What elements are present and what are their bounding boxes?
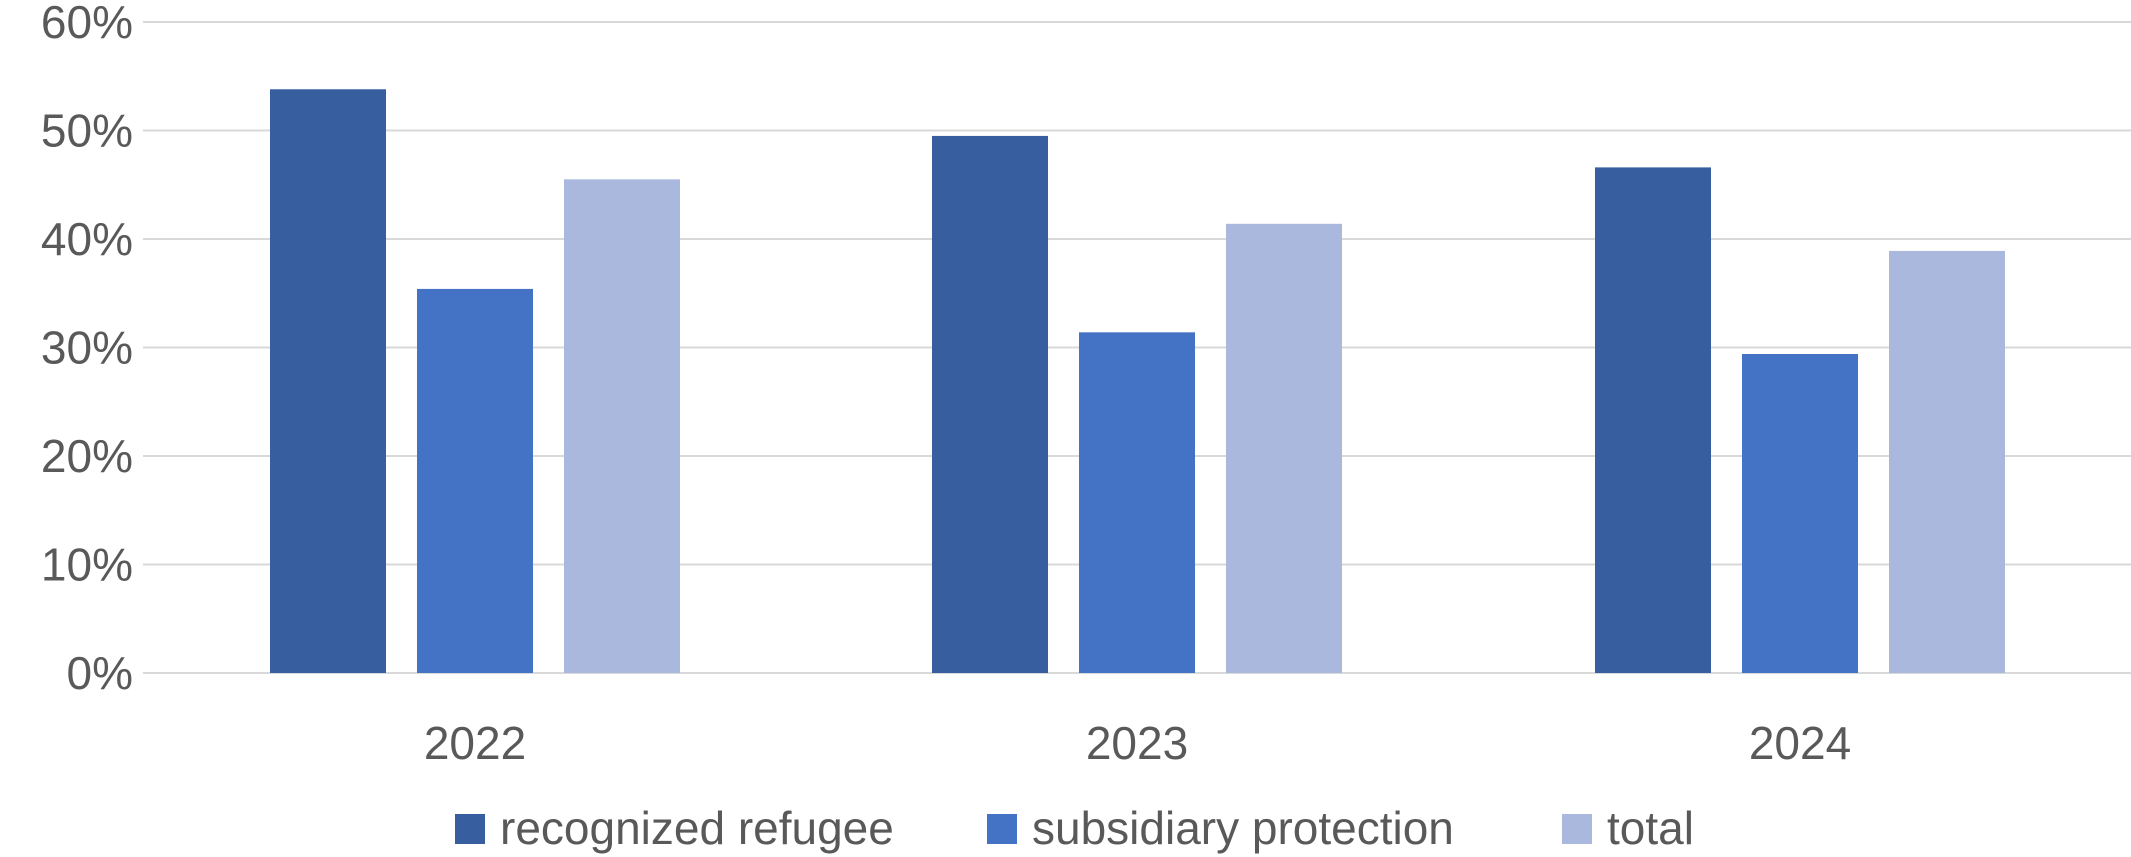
y-tick-label: 40% [41,213,133,265]
legend-label: total [1607,802,1694,854]
bar [1595,167,1711,673]
bar [1079,332,1195,673]
bar [270,89,386,673]
legend: recognized refugee subsidiary protection t… [455,802,1694,854]
bar [564,179,680,673]
y-tick-label: 10% [41,539,133,591]
y-tick-label: 50% [41,105,133,157]
legend-swatch [987,814,1017,844]
y-tick-label: 60% [41,0,133,48]
bars [270,89,2005,674]
legend-label: recognized refugee [500,802,894,854]
bar [1889,250,2005,673]
bar [1226,223,1342,673]
x-category-label: 2024 [1749,717,1851,769]
bar [417,288,533,673]
legend-swatch [455,814,485,844]
x-category-label: 2022 [424,717,526,769]
legend-label: subsidiary protection [1032,802,1454,854]
x-category-label: 2023 [1086,717,1188,769]
y-axis-tick-labels: 0% 10% 20% 30% 40% 50% 60% [41,0,133,699]
bar [1742,354,1858,673]
y-tick-label: 0% [67,647,133,699]
y-tick-label: 20% [41,430,133,482]
bar [932,135,1048,674]
y-tick-label: 30% [41,322,133,374]
x-axis-category-labels: 2022 2023 2024 [424,717,1851,769]
legend-swatch [1562,814,1592,844]
